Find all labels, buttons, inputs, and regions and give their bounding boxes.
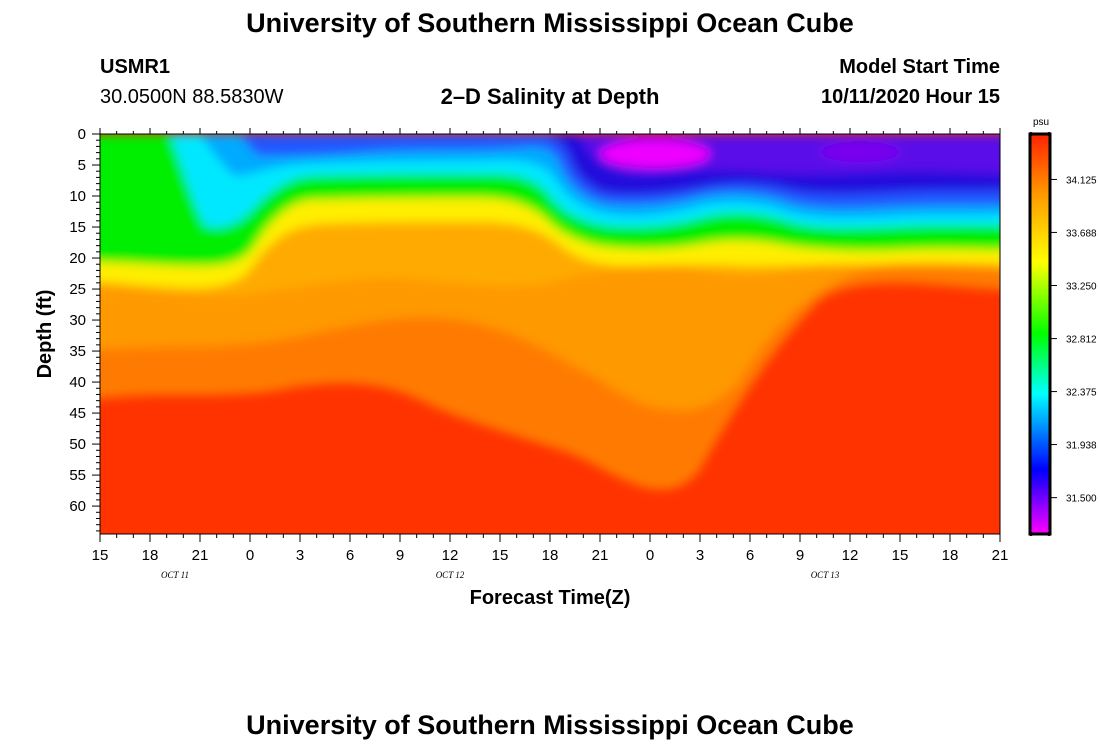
time-axis: 15 18 21 0 3 6 9 12 15 18 21 0 3 6 9 12 15 18 21 [92,128,1009,564]
colorbar-tick-label: 31.500 [1066,494,1097,505]
colorbar-corner-dot [1029,532,1033,536]
x-tick-label: 15 [92,547,109,564]
y-tick-label: 15 [69,219,86,236]
date-label: OCT 11 [161,570,189,580]
colorbar-tick-label: 32.812 [1066,335,1097,346]
x-tick-label: 21 [992,547,1009,564]
colorbar-frame [1028,132,1052,536]
x-tick-label: 21 [192,547,209,564]
salinity-heatmap [100,134,1000,534]
colorbar-gradient [1030,134,1050,534]
x-tick-label: 18 [142,547,159,564]
y-tick-label: 0 [78,126,86,143]
colorbar-unit: psu [1033,117,1049,128]
y-tick-label: 55 [69,467,86,484]
footer-title: University of Southern Mississippi Ocean… [246,710,854,740]
colorbar-corner-dot [1047,132,1051,136]
x-tick-label: 3 [296,547,304,564]
x-tick-label: 9 [796,547,804,564]
colorbar-tick-label: 31.938 [1066,441,1097,452]
y-tick-label: 5 [78,157,86,174]
y-tick-label: 20 [69,250,86,267]
y-tick-label: 30 [69,312,86,329]
x-tick-label: 0 [246,547,254,564]
x-tick-label: 15 [892,547,909,564]
chart-subtitle: 2–D Salinity at Depth [440,84,660,109]
y-tick-label: 25 [69,281,86,298]
x-tick-label: 18 [542,547,559,564]
colorbar: psu 34.125 33.688 33.250 32.812 32.375 31.938… [1028,117,1097,536]
colorbar-corner-dot [1047,532,1051,536]
station-id: USMR1 [100,56,171,78]
x-tick-label: 12 [442,547,459,564]
y-axis-title: Depth (ft) [34,290,56,379]
x-tick-label: 12 [842,547,859,564]
date-labels: OCT 11 OCT 12 OCT 13 [161,570,840,580]
page-title: University of Southern Mississippi Ocean… [246,8,854,38]
y-tick-label: 10 [69,188,86,205]
y-tick-label: 40 [69,374,86,391]
model-start-label: Model Start Time [839,56,1000,78]
date-label: OCT 12 [436,570,465,580]
station-coordinates: 30.0500N 88.5830W [100,86,284,108]
y-tick-label: 45 [69,405,86,422]
y-tick-label: 60 [69,498,86,515]
x-tick-label: 9 [396,547,404,564]
y-tick-label: 50 [69,436,86,453]
x-tick-label: 6 [746,547,754,564]
colorbar-tick-label: 33.250 [1066,282,1097,293]
depth-axis: 0 5 10 15 20 25 30 35 40 45 50 55 60 [69,126,100,532]
colorbar-tick-label: 34.125 [1066,175,1097,186]
colorbar-tick-label: 33.688 [1066,228,1097,239]
model-start-value: 10/11/2020 Hour 15 [820,86,1000,108]
x-tick-label: 3 [696,547,704,564]
x-tick-label: 0 [646,547,654,564]
x-tick-label: 15 [492,547,509,564]
x-tick-label: 21 [592,547,609,564]
colorbar-tick-label: 32.375 [1066,388,1097,399]
colorbar-corner-dot [1029,132,1033,136]
x-tick-label: 18 [942,547,959,564]
x-tick-label: 6 [346,547,354,564]
date-label: OCT 13 [811,570,840,580]
x-axis-title: Forecast Time(Z) [470,587,631,609]
y-tick-label: 35 [69,343,86,360]
